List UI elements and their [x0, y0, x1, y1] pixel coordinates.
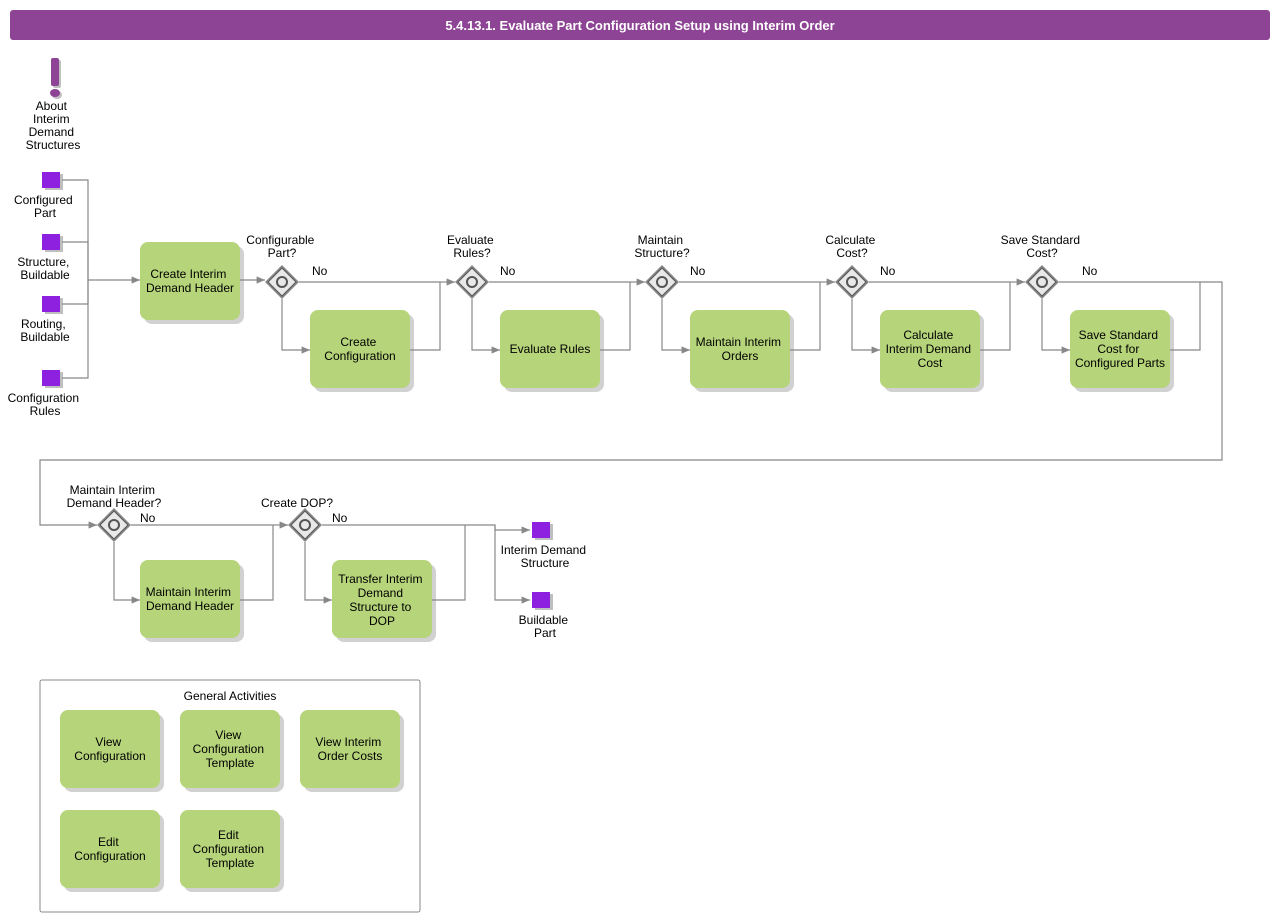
svg-text:Configured Part: Configured Part	[14, 193, 76, 220]
svg-text:No: No	[140, 511, 156, 525]
svg-text:Configurable Part?: Configurable Part?	[246, 233, 317, 260]
svg-text:Create DOP?: Create DOP?	[261, 496, 333, 510]
svg-text:Maintain Interim Demand: Maintain Interim Demand Header?	[67, 483, 162, 510]
svg-text:No: No	[500, 264, 516, 278]
svg-text:No: No	[332, 511, 348, 525]
svg-text:Interim Demand Structure: Interim Demand Structure	[501, 543, 590, 570]
gateway-create-dop: Create DOP? No	[261, 496, 348, 542]
about-icon	[50, 58, 62, 99]
svg-text:Structure, Buildable: Structure, Buildable	[17, 255, 72, 282]
activity-transfer-interim-demand-structure-to-dop: Transfer Interim Demand Structure to DOP	[332, 560, 436, 642]
activity-maintain-interim-orders: Maintain Interim Orders	[690, 310, 794, 392]
start-event-configured-part: Configured Part	[14, 172, 76, 220]
svg-text:Evaluate Rules: Evaluate Rules	[510, 342, 591, 356]
general-activities-title: General Activities	[184, 689, 277, 703]
svg-text:Maintain Interim Demand: Maintain Interim Demand Header	[146, 585, 235, 613]
page-title: 5.4.13.1. Evaluate Part Configuration Se…	[445, 18, 834, 33]
svg-text:Save Standard Cost?: Save Standard Cost?	[1001, 233, 1084, 260]
svg-text:No: No	[880, 264, 896, 278]
svg-text:Calculate Cost?: Calculate Cost?	[825, 233, 878, 260]
activity-create-configuration: Create Configuration	[310, 310, 414, 392]
gateway-evaluate-rules: Evaluate Rules? No	[447, 233, 516, 299]
svg-text:No: No	[312, 264, 328, 278]
gateway-save-standard-cost: Save Standard Cost? No	[1001, 233, 1098, 299]
activity-create-interim-demand-header: Create Interim Demand Header	[140, 242, 244, 324]
activity-maintain-interim-demand-header: Maintain Interim Demand Header	[140, 560, 244, 642]
svg-text:No: No	[1082, 264, 1098, 278]
svg-text:Create Interim Demand He: Create Interim Demand Header	[146, 267, 234, 295]
gateway-maintain-interim-demand-header: Maintain Interim Demand Header? No	[67, 483, 162, 542]
activity-calculate-interim-demand-cost: Calculate Interim Demand Cost	[880, 310, 984, 392]
svg-text:Configuration Rules: Configuration Rules	[8, 391, 83, 418]
activity-view-configuration: View Configuration	[60, 710, 164, 792]
svg-text:Routing, Buildable: Routing, Buildable	[20, 317, 70, 344]
activity-view-interim-order-costs: View Interim Order Costs	[300, 710, 404, 792]
svg-text:Evaluate Rules?: Evaluate Rules?	[447, 233, 497, 260]
start-event-structure-buildable: Structure, Buildable	[17, 234, 72, 282]
end-event-interim-demand-structure: Interim Demand Structure	[501, 522, 590, 570]
activity-view-configuration-template: View Configuration Template	[180, 710, 284, 792]
diagram-canvas: 5.4.13.1. Evaluate Part Configuration Se…	[0, 0, 1280, 920]
svg-text:View Interim Order Costs: View Interim Order Costs	[315, 735, 384, 763]
activity-save-standard-cost: Save Standard Cost for Configured Parts	[1070, 310, 1174, 392]
gateway-configurable-part: Configurable Part? No	[246, 233, 327, 299]
svg-text:Buildable Part: Buildable Part	[519, 613, 572, 640]
end-event-buildable-part: Buildable Part	[519, 592, 572, 640]
about-label: About Interim Demand Structures	[26, 99, 81, 152]
svg-text:Maintain Structure?: Maintain Structure?	[634, 233, 690, 260]
gateway-maintain-structure: Maintain Structure? No	[634, 233, 705, 299]
activity-evaluate-rules: Evaluate Rules	[500, 310, 604, 392]
start-event-routing-buildable: Routing, Buildable	[20, 296, 70, 344]
start-event-configuration-rules: Configuration Rules	[8, 370, 83, 418]
svg-text:No: No	[690, 264, 706, 278]
gateway-calculate-cost: Calculate Cost? No	[825, 233, 895, 299]
activity-edit-configuration-template: Edit Configuration Template	[180, 810, 284, 892]
activity-edit-configuration: Edit Configuration	[60, 810, 164, 892]
